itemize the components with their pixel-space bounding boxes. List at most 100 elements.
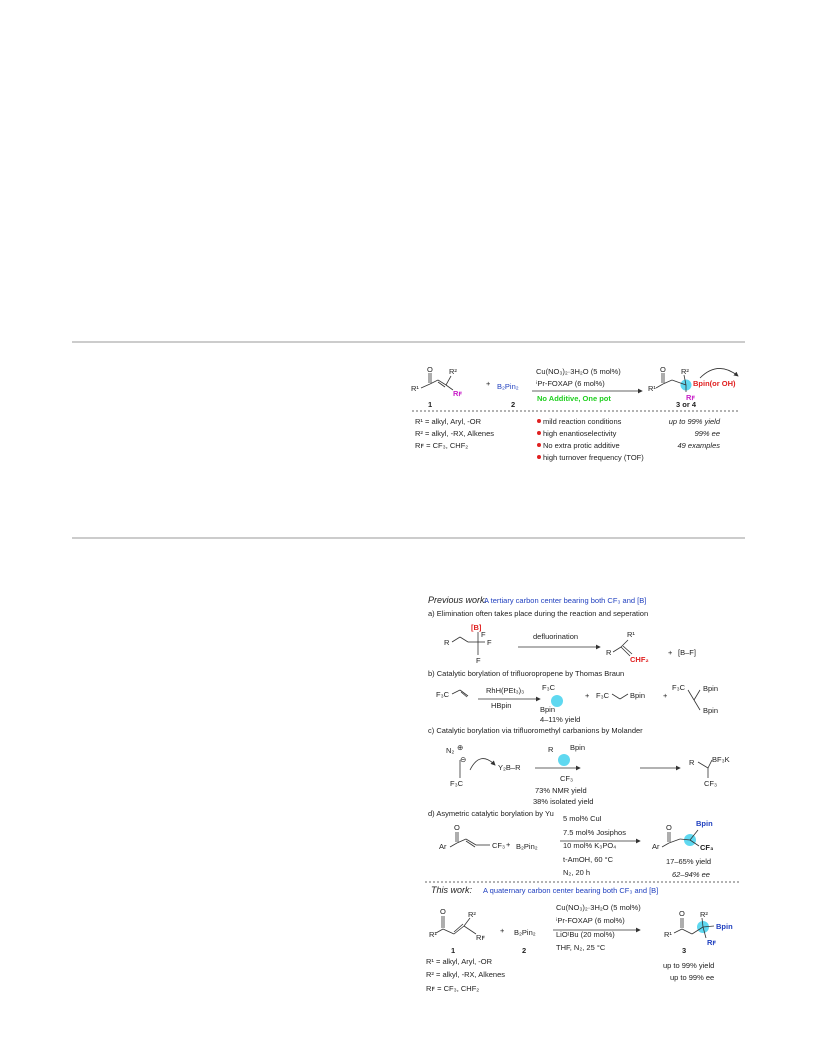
text: CF₃ <box>704 779 717 788</box>
text: Rꜰ = CF₃, CHF₂ <box>426 984 479 993</box>
text: up to 99% yield <box>669 417 721 426</box>
text: 3 <box>682 946 686 955</box>
text: CF₃ <box>700 843 714 852</box>
text: R <box>606 648 612 657</box>
text: Rꜰ <box>453 389 462 398</box>
text: N₂ <box>446 746 454 755</box>
text: Rꜰ <box>686 393 695 402</box>
text: BF₃K <box>712 755 730 764</box>
text: 73% NMR yield <box>535 786 587 795</box>
text: Rꜰ <box>707 938 716 947</box>
text: Ar <box>439 842 447 851</box>
text: CF₃ <box>492 841 505 850</box>
text: 62–94% ee <box>672 870 710 879</box>
text: R² = alkyl, -RX, Alkenes <box>426 970 505 979</box>
text: R² <box>449 367 457 376</box>
text: Rꜰ <box>476 933 485 942</box>
text: No extra protic additive <box>543 441 620 450</box>
text: O <box>666 823 672 832</box>
text: Ar <box>652 842 660 851</box>
text: Bpin <box>716 922 733 931</box>
text: up to 99% yield <box>663 961 714 970</box>
text: high enantioselectivity <box>543 429 617 438</box>
text: c) Catalytic borylation via trifluoromet… <box>428 726 643 735</box>
text: R <box>444 638 450 647</box>
text: 10 mol% K₃PO₄ <box>563 841 616 850</box>
text: R² = alkyl, -RX, Alkenes <box>415 429 494 438</box>
text: F₃C <box>672 683 686 692</box>
text: CHF₂ <box>630 655 649 664</box>
text: N₂, 20 h <box>563 868 590 877</box>
text: d) Asymetric catalytic borylation by Yu <box>428 809 554 818</box>
text: B₂Pin₂ <box>516 842 538 851</box>
text: O <box>679 909 685 918</box>
text: 1 <box>451 946 455 955</box>
text: defluorination <box>533 632 578 641</box>
text: Y₂B–R <box>498 763 521 772</box>
text: O <box>660 365 666 374</box>
text: Bpin <box>540 705 555 714</box>
text: Rꜰ = CF₃, CHF₂ <box>415 441 468 450</box>
text: a) Elimination often takes place during … <box>428 609 648 618</box>
text: O <box>454 823 460 832</box>
text: R¹ = alkyl, Aryl, -OR <box>426 957 493 966</box>
text: + <box>585 691 590 700</box>
text: [B] <box>471 623 482 632</box>
text: 2 <box>511 400 515 409</box>
text: t-AmOH, 60 °C <box>563 855 614 864</box>
text: F₃C <box>596 691 610 700</box>
text: No Additive, One pot <box>537 394 611 403</box>
text: ⁱPr-FOXAP (6 mol%) <box>536 379 605 388</box>
text: R <box>548 745 554 754</box>
text: Previous work: <box>428 595 488 605</box>
text: ⁱPr-FOXAP (6 mol%) <box>556 916 625 925</box>
text: Bpin <box>570 743 585 752</box>
text: mild reaction conditions <box>543 417 622 426</box>
text: high turnover frequency (TOF) <box>543 453 644 462</box>
text: This work: <box>431 885 473 895</box>
text: O <box>440 907 446 916</box>
text: Bpin <box>630 691 645 700</box>
text: R² <box>468 910 476 919</box>
text: F₃C <box>450 779 464 788</box>
text: Bpin <box>696 819 713 828</box>
text: [B–F] <box>678 648 696 657</box>
text: THF, N₂, 25 °C <box>556 943 606 952</box>
text: Cu(NO₃)₂·3H₂O (5 mol%) <box>556 903 641 912</box>
structures <box>412 368 740 939</box>
text: B₂Pin₂ <box>497 382 519 391</box>
text: R¹ <box>664 930 672 939</box>
text: 7.5 mol% Josiphos <box>563 828 626 837</box>
text: Bpin <box>703 684 718 693</box>
text: F <box>487 638 492 647</box>
text: Bpin <box>703 706 718 715</box>
text: HBpin <box>491 701 511 710</box>
text: O <box>427 365 433 374</box>
text: 99% ee <box>695 429 720 438</box>
text: 2 <box>522 946 526 955</box>
text: 1 <box>428 400 432 409</box>
bullets <box>537 419 541 459</box>
text: + <box>663 691 668 700</box>
text: 38% isolated yield <box>533 797 593 806</box>
text: Bpin(or OH) <box>693 379 736 388</box>
text: A tertiary carbon center bearing both CF… <box>484 596 646 605</box>
text: F₃C <box>436 690 450 699</box>
text: R² <box>681 367 689 376</box>
text: 49 examples <box>677 441 720 450</box>
text: 4–11% yield <box>540 715 580 724</box>
text: up to 99% ee <box>670 973 714 982</box>
text: F <box>476 656 481 665</box>
text: R¹ <box>648 384 656 393</box>
text: ⊕ <box>457 743 463 752</box>
text: 5 mol% CuI <box>563 814 602 823</box>
text: R² <box>700 910 708 919</box>
text: R¹ <box>429 930 437 939</box>
text: R¹ <box>411 384 419 393</box>
text: 17–65% yield <box>666 857 711 866</box>
text: RhH(PEt₃)₃ <box>486 686 524 695</box>
text: 3 or 4 <box>676 400 697 409</box>
text: LiOᵗBu (20 mol%) <box>556 930 615 939</box>
text: B₂Pin₂ <box>514 928 536 937</box>
